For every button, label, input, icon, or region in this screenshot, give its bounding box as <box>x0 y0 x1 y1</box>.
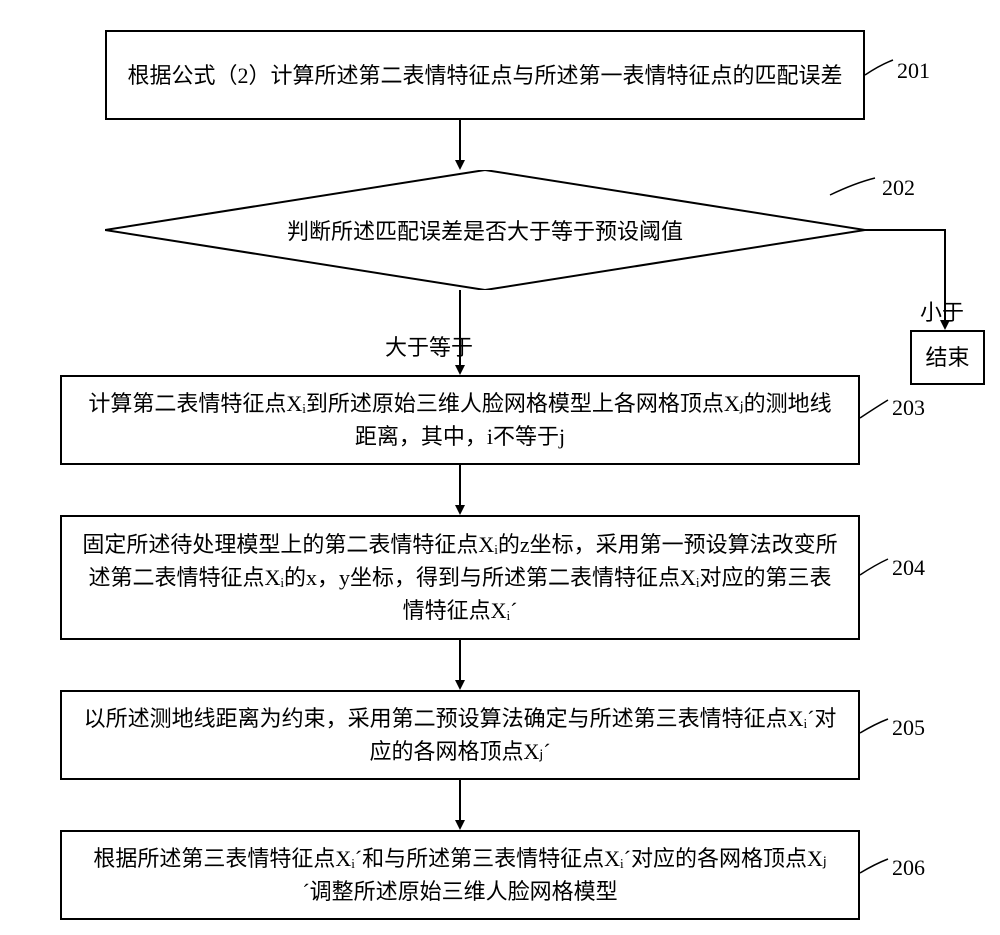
edge-label-lt: 小于 <box>920 295 964 327</box>
edge-label-ge: 大于等于 <box>385 330 473 362</box>
node-201-text: 根据公式（2）计算所述第二表情特征点与所述第一表情特征点的匹配误差 <box>127 59 842 92</box>
node-206: 根据所述第三表情特征点Xᵢ´和与所述第三表情特征点Xᵢ´对应的各网格顶点Xⱼ´调… <box>60 830 860 920</box>
label-205: 205 <box>890 715 927 741</box>
label-206: 206 <box>890 855 927 881</box>
node-201: 根据公式（2）计算所述第二表情特征点与所述第一表情特征点的匹配误差 <box>105 30 865 120</box>
label-204: 204 <box>890 555 927 581</box>
flowchart-canvas: 根据公式（2）计算所述第二表情特征点与所述第一表情特征点的匹配误差 201 判断… <box>0 0 1000 935</box>
node-203-text: 计算第二表情特征点Xᵢ到所述原始三维人脸网格模型上各网格顶点Xⱼ的测地线距离，其… <box>82 387 838 453</box>
label-202: 202 <box>880 175 917 201</box>
node-204-text: 固定所述待处理模型上的第二表情特征点Xᵢ的z坐标，采用第一预设算法改变所述第二表… <box>82 528 838 627</box>
node-206-text: 根据所述第三表情特征点Xᵢ´和与所述第三表情特征点Xᵢ´对应的各网格顶点Xⱼ´调… <box>82 842 838 908</box>
node-end: 结束 <box>910 330 985 385</box>
node-end-text: 结束 <box>925 341 969 374</box>
connectors-svg <box>0 0 1000 935</box>
node-205-text: 以所述测地线距离为约束，采用第二预设算法确定与所述第三表情特征点Xᵢ´对应的各网… <box>82 702 838 768</box>
label-201: 201 <box>895 58 932 84</box>
node-202-text: 判断所述匹配误差是否大于等于预设阈值 <box>287 214 683 246</box>
node-202: 判断所述匹配误差是否大于等于预设阈值 <box>105 170 865 290</box>
node-203: 计算第二表情特征点Xᵢ到所述原始三维人脸网格模型上各网格顶点Xⱼ的测地线距离，其… <box>60 375 860 465</box>
label-203: 203 <box>890 395 927 421</box>
node-205: 以所述测地线距离为约束，采用第二预设算法确定与所述第三表情特征点Xᵢ´对应的各网… <box>60 690 860 780</box>
node-204: 固定所述待处理模型上的第二表情特征点Xᵢ的z坐标，采用第一预设算法改变所述第二表… <box>60 515 860 640</box>
